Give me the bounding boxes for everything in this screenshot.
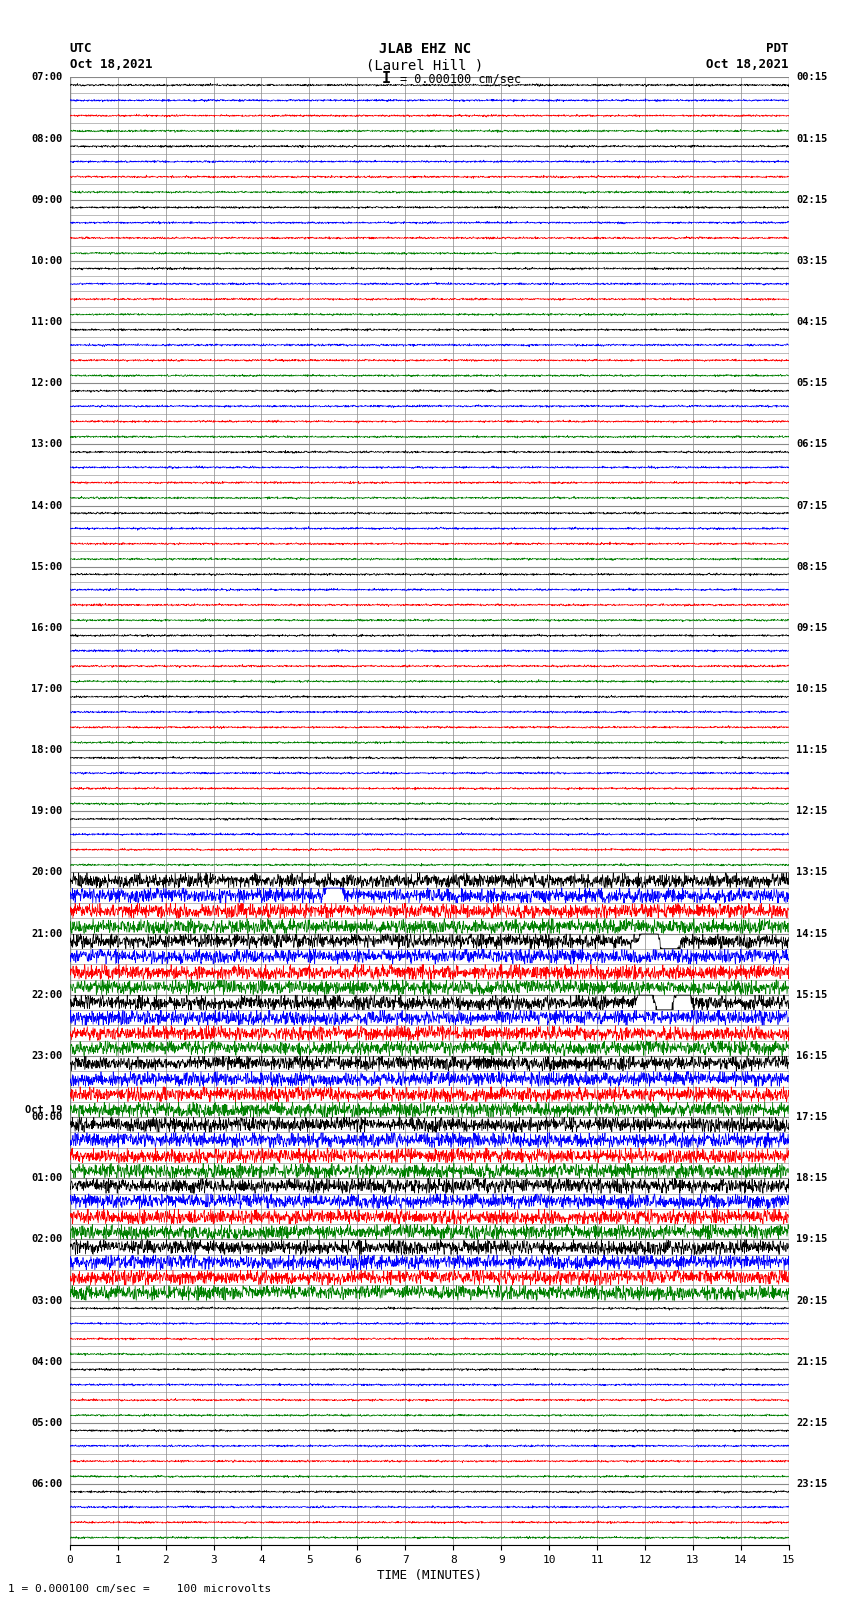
Text: 23:00: 23:00 bbox=[31, 1052, 63, 1061]
Text: 19:00: 19:00 bbox=[31, 806, 63, 816]
Text: 14:15: 14:15 bbox=[796, 929, 827, 939]
Text: Oct 18,2021: Oct 18,2021 bbox=[70, 58, 152, 71]
Text: 05:15: 05:15 bbox=[796, 377, 827, 389]
Text: 15:00: 15:00 bbox=[31, 561, 63, 571]
Text: 14:00: 14:00 bbox=[31, 500, 63, 511]
Text: 07:00: 07:00 bbox=[31, 73, 63, 82]
Text: 17:00: 17:00 bbox=[31, 684, 63, 694]
Text: 19:15: 19:15 bbox=[796, 1234, 827, 1245]
Text: 21:15: 21:15 bbox=[796, 1357, 827, 1366]
Text: 1 = 0.000100 cm/sec =    100 microvolts: 1 = 0.000100 cm/sec = 100 microvolts bbox=[8, 1584, 272, 1594]
Text: 10:15: 10:15 bbox=[796, 684, 827, 694]
Text: = 0.000100 cm/sec: = 0.000100 cm/sec bbox=[400, 73, 520, 85]
Text: 04:00: 04:00 bbox=[31, 1357, 63, 1366]
Text: 08:00: 08:00 bbox=[31, 134, 63, 144]
Text: 00:00: 00:00 bbox=[31, 1111, 63, 1123]
Text: I: I bbox=[382, 71, 391, 85]
Text: 16:15: 16:15 bbox=[796, 1052, 827, 1061]
Text: 02:00: 02:00 bbox=[31, 1234, 63, 1245]
Text: 09:00: 09:00 bbox=[31, 195, 63, 205]
Text: UTC: UTC bbox=[70, 42, 92, 55]
Text: 23:15: 23:15 bbox=[796, 1479, 827, 1489]
Text: 20:15: 20:15 bbox=[796, 1295, 827, 1305]
Text: 11:15: 11:15 bbox=[796, 745, 827, 755]
Text: (Laurel Hill ): (Laurel Hill ) bbox=[366, 58, 484, 73]
Text: 01:15: 01:15 bbox=[796, 134, 827, 144]
Text: JLAB EHZ NC: JLAB EHZ NC bbox=[379, 42, 471, 56]
Text: 13:15: 13:15 bbox=[796, 868, 827, 877]
Text: 11:00: 11:00 bbox=[31, 318, 63, 327]
Text: 20:00: 20:00 bbox=[31, 868, 63, 877]
Text: 00:15: 00:15 bbox=[796, 73, 827, 82]
Text: 03:15: 03:15 bbox=[796, 256, 827, 266]
Text: Oct 19: Oct 19 bbox=[25, 1105, 63, 1115]
Text: 06:15: 06:15 bbox=[796, 439, 827, 450]
Text: 08:15: 08:15 bbox=[796, 561, 827, 571]
Text: 17:15: 17:15 bbox=[796, 1111, 827, 1123]
Text: 06:00: 06:00 bbox=[31, 1479, 63, 1489]
Text: 15:15: 15:15 bbox=[796, 990, 827, 1000]
Text: 04:15: 04:15 bbox=[796, 318, 827, 327]
Text: 09:15: 09:15 bbox=[796, 623, 827, 632]
Text: 12:15: 12:15 bbox=[796, 806, 827, 816]
Text: Oct 18,2021: Oct 18,2021 bbox=[706, 58, 789, 71]
X-axis label: TIME (MINUTES): TIME (MINUTES) bbox=[377, 1569, 482, 1582]
Text: 18:15: 18:15 bbox=[796, 1173, 827, 1184]
Text: 10:00: 10:00 bbox=[31, 256, 63, 266]
Text: 07:15: 07:15 bbox=[796, 500, 827, 511]
Text: 21:00: 21:00 bbox=[31, 929, 63, 939]
Text: 02:15: 02:15 bbox=[796, 195, 827, 205]
Text: 13:00: 13:00 bbox=[31, 439, 63, 450]
Text: 03:00: 03:00 bbox=[31, 1295, 63, 1305]
Text: 18:00: 18:00 bbox=[31, 745, 63, 755]
Text: 12:00: 12:00 bbox=[31, 377, 63, 389]
Text: 22:15: 22:15 bbox=[796, 1418, 827, 1428]
Text: PDT: PDT bbox=[767, 42, 789, 55]
Text: 22:00: 22:00 bbox=[31, 990, 63, 1000]
Text: 01:00: 01:00 bbox=[31, 1173, 63, 1184]
Text: 05:00: 05:00 bbox=[31, 1418, 63, 1428]
Text: 16:00: 16:00 bbox=[31, 623, 63, 632]
